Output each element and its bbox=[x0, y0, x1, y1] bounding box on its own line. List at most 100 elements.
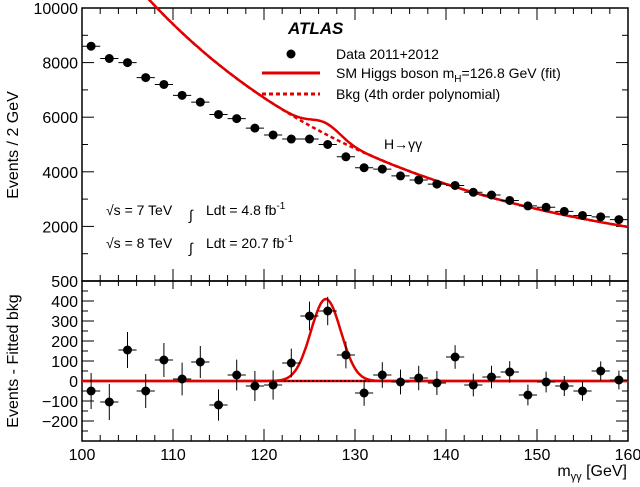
main-data-point bbox=[414, 175, 424, 185]
residual-data-point bbox=[123, 345, 132, 355]
residual-data-point bbox=[104, 397, 114, 407]
residual-y-tick-label: 0 bbox=[69, 374, 78, 391]
main-curves bbox=[147, 0, 629, 229]
residual-data-point bbox=[141, 386, 151, 396]
main-y-ticks: 2000 4000 6000 8000 10000 bbox=[34, 1, 628, 255]
main-data-point bbox=[323, 140, 333, 149]
lumi-8tev-int: Ldt = 20.7 fb-1 bbox=[206, 234, 294, 251]
main-data-point bbox=[104, 54, 114, 64]
lumi-7tev-sqrt: √s = 7 TeV bbox=[106, 202, 173, 218]
residual-y-tick-label: −200 bbox=[42, 414, 78, 431]
residual-data-point bbox=[414, 373, 424, 383]
residual-y-tick-label: 500 bbox=[51, 274, 78, 291]
residual-y-axis-label: Events - Fitted bkg bbox=[5, 294, 22, 427]
main-y-tick-label: 6000 bbox=[42, 110, 78, 127]
residual-data-point bbox=[286, 358, 296, 368]
main-data-point bbox=[250, 123, 260, 133]
x-tick-label: 110 bbox=[160, 447, 186, 464]
x-ticks: 100 110 120 130 140 150 160 bbox=[69, 8, 640, 464]
residual-data-point bbox=[523, 390, 533, 400]
legend: Data 2011+2012 SM Higgs boson mH=126.8 G… bbox=[262, 46, 561, 102]
integral-sign-8tev: ∫ bbox=[188, 240, 194, 256]
x-axis-label-sub: γγ bbox=[571, 471, 583, 483]
residual-data-point bbox=[578, 386, 587, 396]
main-data-point bbox=[286, 134, 296, 144]
main-data-point bbox=[159, 79, 169, 89]
x-tick-label: 100 bbox=[69, 447, 96, 464]
legend-label-data: Data 2011+2012 bbox=[336, 46, 439, 62]
main-data-points bbox=[82, 41, 628, 225]
residual-data-point bbox=[341, 350, 351, 360]
x-tick-label: 140 bbox=[433, 447, 460, 464]
main-data-point bbox=[432, 179, 442, 189]
residual-data-point bbox=[450, 352, 460, 362]
main-data-point bbox=[214, 109, 223, 119]
lumi-7tev-int-text: Ldt = 4.8 fb bbox=[206, 202, 277, 218]
main-data-point bbox=[141, 73, 151, 83]
legend-label-bkg: Bkg (4th order polynomial) bbox=[336, 86, 500, 102]
main-data-point bbox=[341, 152, 351, 162]
main-data-point bbox=[177, 90, 187, 100]
lumi-8tev-sqrt: √s = 8 TeV bbox=[106, 235, 173, 251]
lumi-8tev-exp: -1 bbox=[284, 234, 293, 245]
residual-data-point bbox=[468, 380, 478, 390]
main-data-point bbox=[268, 130, 278, 140]
main-data-point bbox=[614, 215, 624, 225]
main-data-point bbox=[468, 187, 478, 197]
residual-data-point bbox=[232, 370, 242, 380]
residual-data-point bbox=[177, 374, 187, 384]
main-data-point bbox=[505, 195, 515, 205]
residual-data-point bbox=[596, 366, 606, 376]
lumi-7tev-int: Ldt = 4.8 fb-1 bbox=[206, 201, 286, 218]
residual-signal-curve bbox=[82, 297, 628, 383]
residual-y-tick-label: −100 bbox=[42, 394, 78, 411]
residual-y-tick-label: 100 bbox=[51, 354, 78, 371]
main-y-axis-label: Events / 2 GeV bbox=[5, 91, 22, 199]
residual-data-point bbox=[195, 357, 205, 367]
x-axis-label: mγγ [GeV] bbox=[557, 463, 627, 483]
residual-data-point bbox=[359, 388, 369, 398]
chart-title: ATLAS bbox=[287, 19, 344, 38]
residual-curves bbox=[82, 297, 628, 383]
residual-data-point bbox=[396, 377, 405, 387]
main-y-tick-label: 8000 bbox=[42, 56, 78, 73]
residual-y-tick-label: 200 bbox=[51, 334, 78, 351]
main-data-point bbox=[123, 58, 132, 68]
residual-y-tick-label: 300 bbox=[51, 314, 78, 331]
legend-marker-data bbox=[286, 49, 296, 59]
main-data-point bbox=[195, 97, 205, 107]
legend-label-higgs-sub: H bbox=[454, 74, 461, 85]
legend-label-higgs-main: SM Higgs boson m bbox=[336, 65, 454, 81]
residual-y-ticks: −200 −100 0 100 200 300 400 500 bbox=[42, 274, 628, 442]
residual-data-point bbox=[377, 370, 387, 380]
x-tick-label: 160 bbox=[615, 447, 640, 464]
residual-data-point bbox=[250, 381, 260, 391]
residual-data-point bbox=[323, 306, 333, 316]
main-data-point bbox=[487, 190, 496, 200]
signal-plus-background-curve bbox=[147, 0, 629, 229]
residual-data-point bbox=[559, 381, 569, 391]
residual-data-point bbox=[432, 378, 442, 388]
x-axis-label-unit: [GeV] bbox=[582, 463, 627, 480]
residual-data-point bbox=[541, 377, 551, 387]
legend-label-higgs: SM Higgs boson mH=126.8 GeV (fit) bbox=[336, 65, 561, 85]
residual-data-point bbox=[268, 380, 278, 390]
main-data-point bbox=[523, 201, 533, 211]
main-data-point bbox=[559, 206, 569, 216]
lumi-8tev-int-text: Ldt = 20.7 fb bbox=[206, 235, 284, 251]
main-data-point bbox=[86, 41, 96, 51]
x-tick-label: 130 bbox=[342, 447, 369, 464]
x-axis-label-main: m bbox=[557, 463, 570, 480]
main-data-point bbox=[450, 180, 460, 190]
residual-data-point bbox=[159, 355, 169, 365]
residual-data-point bbox=[614, 375, 624, 385]
main-y-tick-label: 4000 bbox=[42, 165, 78, 182]
channel-annotation: H→γγ bbox=[384, 136, 422, 152]
residual-data-point bbox=[305, 311, 314, 321]
legend-label-higgs-rest: =126.8 GeV (fit) bbox=[462, 65, 561, 81]
residual-data-point bbox=[86, 386, 96, 396]
integral-sign-7tev: ∫ bbox=[188, 207, 194, 223]
main-data-point bbox=[541, 202, 551, 212]
residual-data-point bbox=[214, 400, 223, 410]
